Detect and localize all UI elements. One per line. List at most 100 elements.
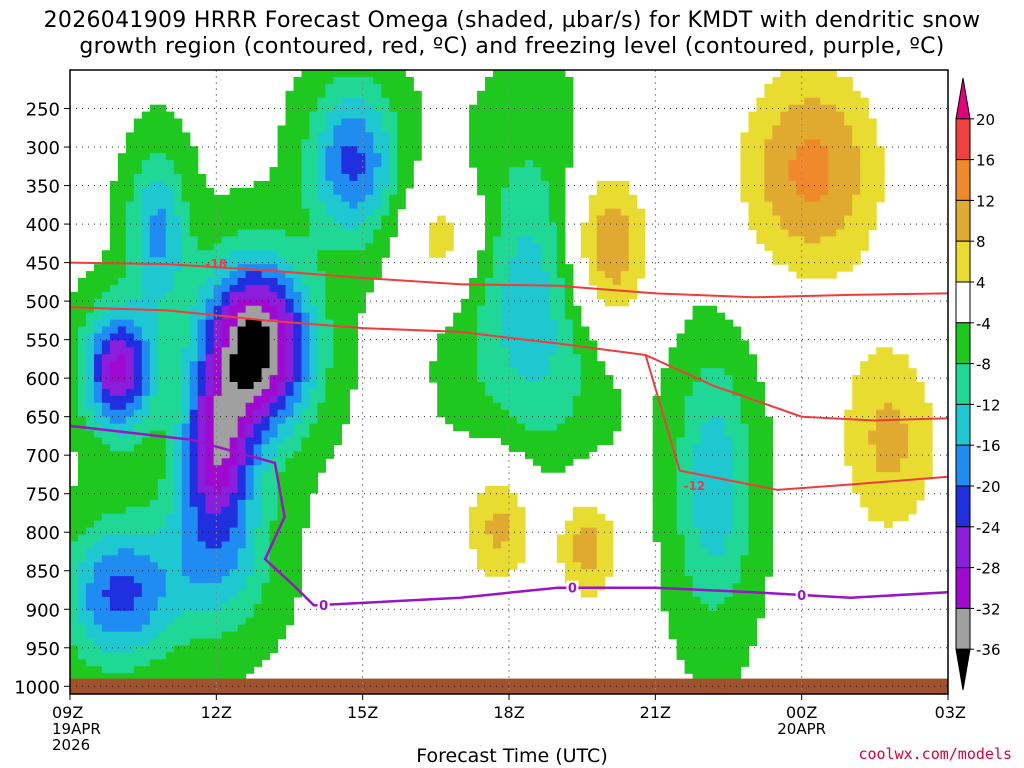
omega-cell bbox=[684, 576, 694, 584]
omega-cell bbox=[509, 375, 518, 383]
omega-cell bbox=[245, 548, 255, 556]
omega-cell bbox=[381, 180, 390, 189]
omega-cell bbox=[868, 368, 877, 376]
omega-cell bbox=[548, 458, 558, 466]
omega-cell bbox=[173, 617, 183, 626]
omega-cell bbox=[325, 312, 334, 321]
omega-cell bbox=[357, 104, 366, 113]
omega-cell bbox=[229, 319, 239, 328]
omega-cell bbox=[125, 291, 135, 300]
omega-cell bbox=[556, 437, 566, 445]
omega-cell bbox=[540, 451, 550, 459]
omega-cell bbox=[620, 215, 630, 224]
omega-cell bbox=[700, 576, 710, 584]
omega-cell bbox=[477, 361, 486, 369]
omega-cell bbox=[516, 201, 526, 210]
omega-cell bbox=[724, 402, 734, 411]
omega-cell bbox=[692, 430, 702, 439]
omega-cell bbox=[748, 146, 758, 154]
omega-cell bbox=[692, 458, 702, 466]
omega-cell bbox=[341, 174, 350, 182]
omega-cell bbox=[516, 340, 526, 348]
omega-cell bbox=[716, 319, 726, 328]
omega-cell bbox=[141, 257, 151, 265]
omega-cell bbox=[101, 333, 111, 341]
omega-cell bbox=[149, 229, 159, 237]
omega-cell bbox=[780, 215, 789, 224]
omega-cell bbox=[189, 465, 199, 473]
omega-cell bbox=[237, 638, 247, 647]
omega-cell bbox=[101, 347, 111, 355]
omega-cell bbox=[181, 492, 191, 501]
omega-cell bbox=[684, 347, 694, 355]
omega-cell bbox=[445, 243, 454, 251]
omega-cell bbox=[181, 576, 191, 584]
omega-cell bbox=[756, 416, 766, 425]
omega-cell bbox=[277, 583, 287, 591]
omega-cell bbox=[189, 458, 199, 466]
omega-cell bbox=[101, 652, 111, 660]
omega-cell bbox=[668, 416, 678, 425]
omega-cell bbox=[149, 409, 159, 418]
omega-cell bbox=[293, 569, 303, 577]
omega-cell bbox=[389, 90, 398, 99]
omega-cell bbox=[277, 257, 287, 265]
omega-cell bbox=[556, 180, 566, 189]
omega-cell bbox=[181, 444, 191, 452]
omega-cell bbox=[548, 354, 558, 362]
omega-cell bbox=[477, 416, 486, 425]
omega-cell bbox=[501, 153, 510, 161]
omega-cell bbox=[93, 278, 103, 286]
omega-cell bbox=[668, 576, 678, 584]
omega-cell bbox=[548, 160, 558, 168]
omega-cell bbox=[509, 222, 518, 231]
omega-cell bbox=[564, 76, 574, 85]
omega-cell bbox=[509, 548, 518, 556]
omega-cell bbox=[580, 333, 590, 341]
omega-cell bbox=[213, 215, 223, 224]
omega-cell bbox=[580, 562, 590, 570]
omega-cell bbox=[780, 118, 789, 127]
omega-cell bbox=[732, 340, 742, 348]
omega-cell bbox=[445, 236, 454, 244]
omega-cell bbox=[724, 548, 734, 556]
omega-cell bbox=[285, 458, 295, 466]
omega-cell bbox=[732, 382, 742, 390]
omega-cell bbox=[149, 402, 159, 411]
omega-cell bbox=[461, 409, 470, 418]
omega-cell bbox=[437, 347, 446, 355]
omega-cell bbox=[365, 271, 374, 279]
omega-cell bbox=[181, 215, 191, 224]
omega-cell bbox=[253, 506, 263, 515]
omega-cell bbox=[117, 347, 127, 355]
omega-cell bbox=[756, 492, 766, 501]
omega-cell bbox=[141, 458, 151, 466]
omega-cell bbox=[309, 368, 319, 376]
omega-cell bbox=[189, 271, 199, 279]
omega-cell bbox=[85, 596, 95, 605]
omega-cell bbox=[261, 590, 271, 598]
omega-cell bbox=[628, 250, 638, 258]
omega-cell bbox=[301, 146, 311, 154]
omega-cell bbox=[365, 243, 374, 251]
omega-cell bbox=[125, 638, 135, 647]
omega-cell bbox=[277, 513, 287, 522]
omega-cell bbox=[301, 430, 311, 439]
omega-cell bbox=[101, 562, 111, 570]
omega-cell bbox=[333, 298, 342, 307]
omega-cell bbox=[261, 229, 271, 237]
omega-cell bbox=[277, 229, 287, 237]
omega-cell bbox=[253, 264, 263, 272]
omega-cell bbox=[141, 673, 151, 681]
omega-cell bbox=[261, 583, 271, 591]
omega-cell bbox=[205, 222, 215, 231]
omega-cell bbox=[93, 458, 103, 466]
omega-cell bbox=[588, 548, 598, 556]
omega-cell bbox=[285, 104, 295, 113]
omega-cell bbox=[117, 278, 127, 286]
omega-cell bbox=[277, 409, 287, 418]
omega-cell bbox=[277, 271, 287, 279]
omega-cell bbox=[70, 402, 79, 411]
omega-cell bbox=[325, 354, 334, 362]
omega-cell bbox=[548, 284, 558, 293]
